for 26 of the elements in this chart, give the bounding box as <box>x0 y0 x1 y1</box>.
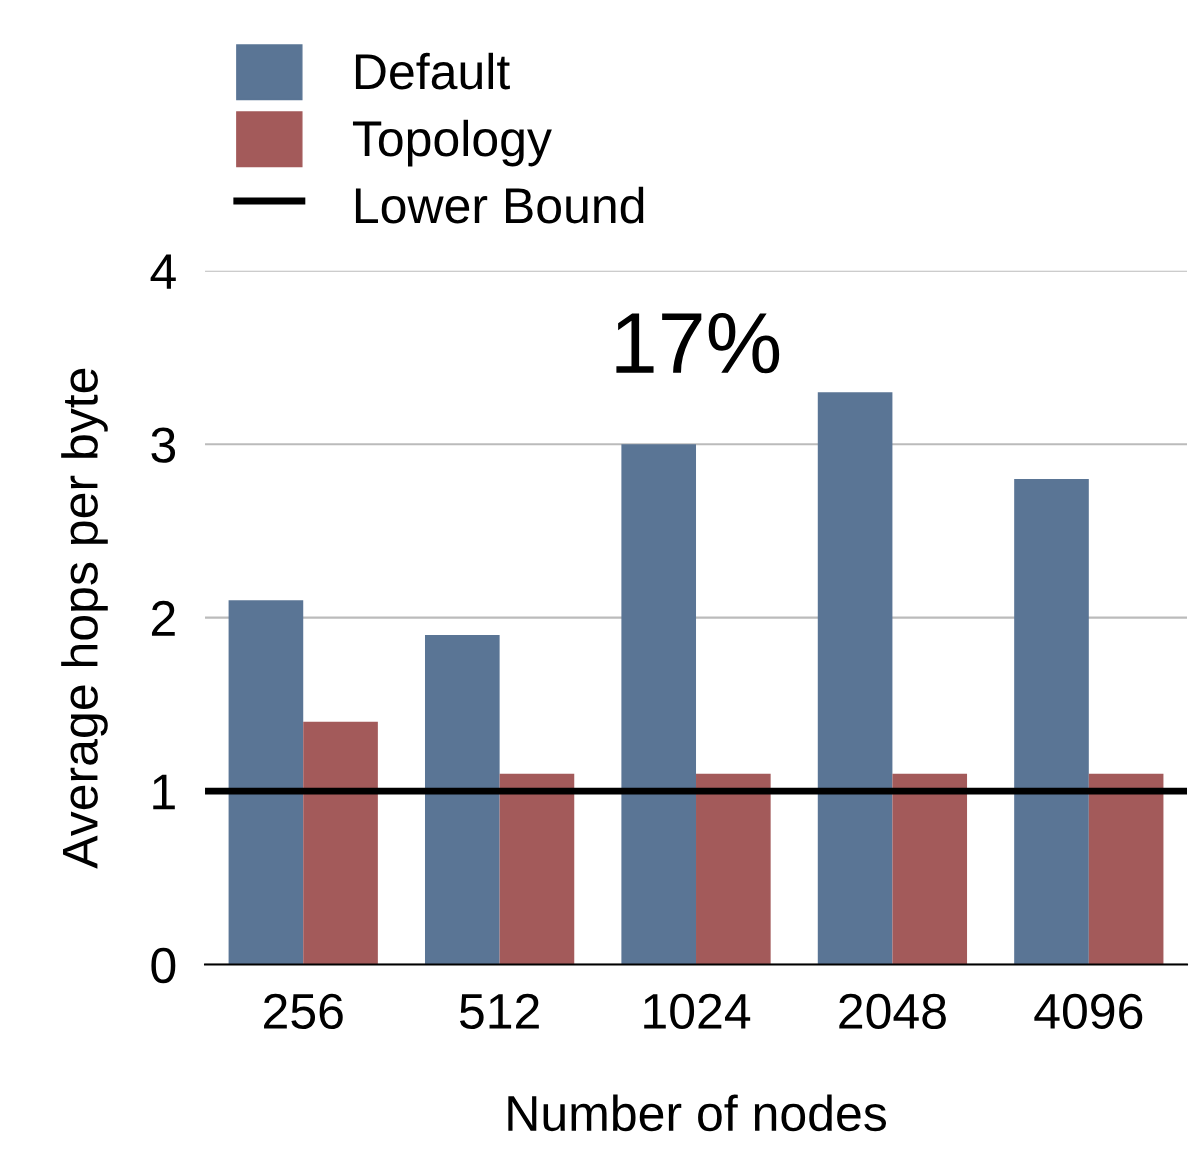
bar <box>696 773 771 965</box>
x-tick-label: 4096 <box>1034 993 1143 1030</box>
x-axis-title: Number of nodes <box>508 1094 886 1132</box>
x-tick-label: 256 <box>264 993 343 1030</box>
y-tick-label: 3 <box>151 427 176 463</box>
y-tick-label: 0 <box>151 947 176 984</box>
legend-label: Topology <box>352 119 552 167</box>
y-axis-title: Average hops per byte <box>61 368 108 869</box>
x-tick-label: 512 <box>459 993 539 1030</box>
y-tick-label: 1 <box>153 774 175 810</box>
bar <box>1088 773 1164 965</box>
bar <box>499 773 575 965</box>
bar <box>424 634 500 965</box>
bar <box>892 773 968 965</box>
y-tick-label: 2 <box>151 600 175 636</box>
bar <box>1014 478 1089 965</box>
bar <box>228 600 304 965</box>
legend-label: Lower Bound <box>355 186 644 224</box>
x-tick-label: 1024 <box>644 993 751 1030</box>
legend-label: Default <box>355 52 510 90</box>
bar <box>817 392 893 965</box>
bar <box>621 444 697 965</box>
annotation: 17% <box>616 313 780 374</box>
x-tick-label: 2048 <box>839 993 946 1030</box>
y-tick-label: 4 <box>150 254 176 289</box>
bar <box>303 721 378 965</box>
